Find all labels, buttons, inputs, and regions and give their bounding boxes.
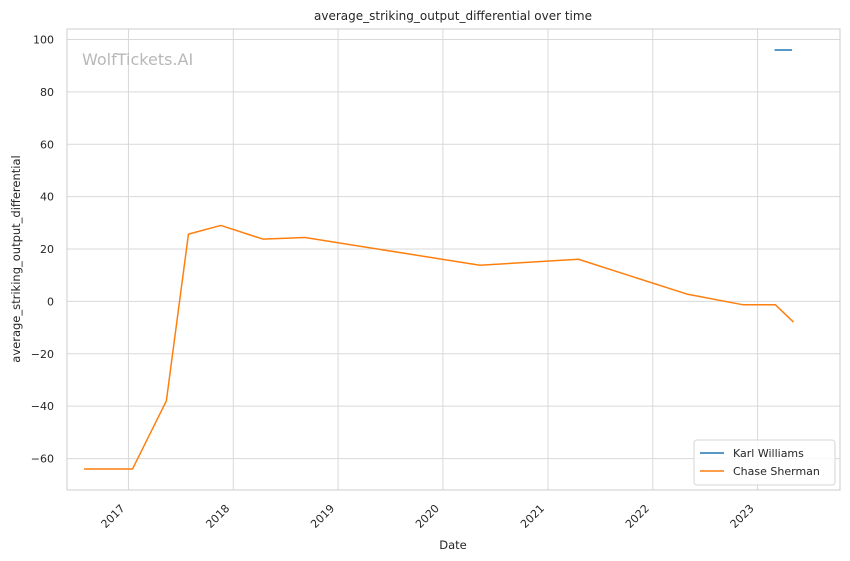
x-tick-label: 2020 — [413, 502, 442, 531]
series-line-1 — [83, 224, 794, 470]
y-tick-label: 0 — [47, 295, 54, 308]
chart-title: average_striking_output_differential ove… — [314, 9, 592, 23]
y-tick-label: 60 — [40, 138, 54, 151]
y-tick-label: −40 — [31, 400, 54, 413]
x-tick-label: 2022 — [623, 502, 652, 531]
plot-frame — [66, 28, 841, 491]
y-tick-label: −60 — [31, 453, 54, 466]
y-tick-label: 80 — [40, 86, 54, 99]
x-tick-label: 2018 — [203, 502, 232, 531]
legend-box — [693, 439, 836, 486]
x-axis-title: Date — [439, 538, 467, 552]
watermark: WolfTickets.AI — [82, 50, 193, 69]
legend-label-karl-williams: Karl Williams — [733, 447, 804, 460]
series — [83, 49, 794, 470]
y-tick-label: 20 — [40, 243, 54, 256]
legend-label-chase-sherman: Chase Sherman — [733, 465, 820, 478]
legend: Karl Williams Chase Sherman — [693, 439, 836, 486]
y-tick-label: 40 — [40, 191, 54, 204]
x-tick-label: 2023 — [728, 502, 757, 531]
y-tick-label: 100 — [33, 33, 54, 46]
grid — [67, 29, 840, 490]
y-tick-label: −20 — [31, 348, 54, 361]
x-tick-label: 2017 — [99, 502, 128, 531]
y-axis-title: average_striking_output_differential — [9, 155, 23, 362]
x-tick-label: 2021 — [518, 502, 547, 531]
x-tick-label: 2019 — [308, 502, 337, 531]
